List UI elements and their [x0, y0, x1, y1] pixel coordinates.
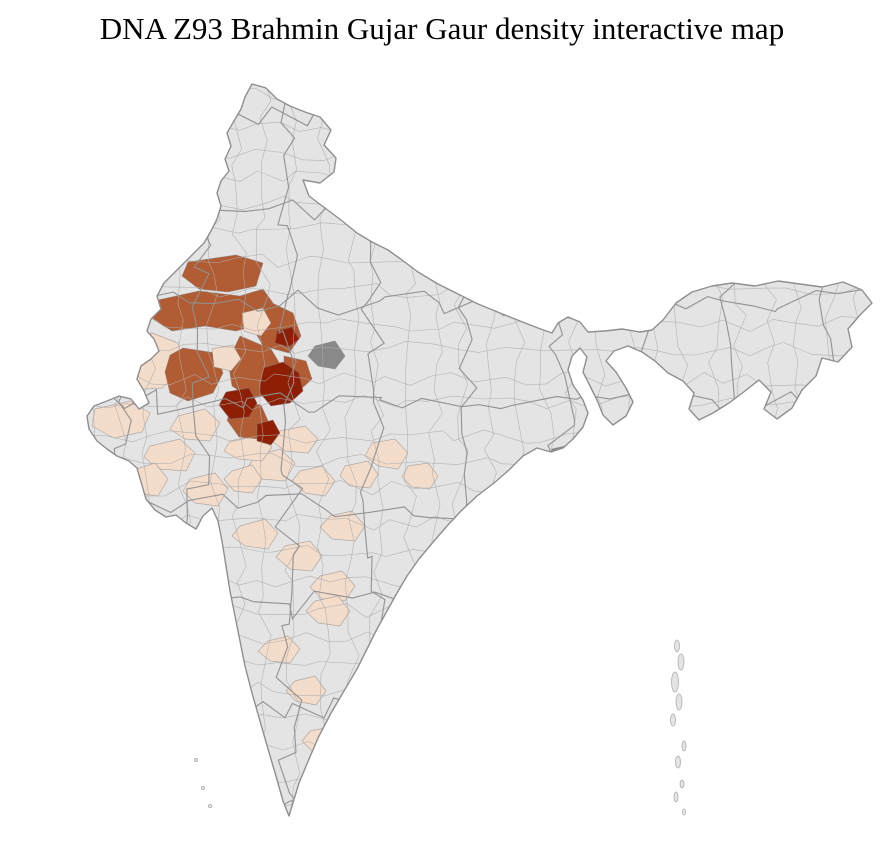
boundary-line: [546, 84, 576, 816]
boundary-line: [87, 371, 872, 387]
boundary-line: [87, 117, 872, 134]
boundary-line: [593, 84, 610, 816]
boundary-line: [636, 84, 665, 816]
boundary-line: [810, 84, 840, 816]
island-district[interactable]: [675, 755, 681, 769]
boundary-line: [316, 84, 332, 816]
india-country-shape[interactable]: [87, 84, 872, 816]
island-district[interactable]: [677, 653, 685, 671]
district-low-12[interactable]: [275, 540, 323, 572]
island-district[interactable]: [200, 786, 205, 791]
boundary-line: [87, 197, 872, 225]
boundary-line: [87, 144, 872, 161]
boundary-line: [732, 84, 749, 816]
boundary-line: [87, 706, 872, 722]
boundary-line: [87, 84, 99, 816]
island-district[interactable]: [671, 671, 679, 693]
district-high-3[interactable]: [256, 419, 281, 446]
page-title: DNA Z93 Brahmin Gujar Gaur density inter…: [99, 11, 785, 46]
boundary-line: [622, 84, 639, 816]
island-district[interactable]: [681, 740, 687, 752]
boundary-line: [87, 540, 872, 557]
district-low-2[interactable]: [91, 400, 151, 439]
boundary-line: [87, 571, 872, 588]
boundary-line: [87, 771, 872, 788]
boundary-line: [87, 219, 872, 237]
boundary-line: [673, 84, 690, 816]
island-district[interactable]: [207, 804, 212, 809]
boundary-line: [87, 340, 872, 357]
district-nodata-2[interactable]: [545, 443, 589, 482]
boundary-line: [87, 106, 872, 133]
boundary-line: [539, 84, 556, 816]
boundary-line: [87, 655, 872, 671]
island-district[interactable]: [682, 808, 686, 816]
island-district[interactable]: [673, 791, 679, 803]
boundary-line: [87, 88, 872, 105]
district-medium-1[interactable]: [181, 254, 264, 293]
island-district[interactable]: [674, 639, 680, 653]
boundary-line: [87, 169, 872, 186]
boundary-line: [790, 84, 806, 816]
island-district[interactable]: [675, 693, 683, 711]
boundary-line: [87, 194, 872, 211]
boundary-line: [564, 84, 580, 816]
boundary-line: [87, 784, 872, 812]
boundary-line: [87, 630, 872, 647]
boundary-line: [714, 84, 744, 816]
boundary-line: [708, 84, 724, 816]
boundary-line: [87, 739, 872, 755]
boundary-line: [87, 681, 872, 699]
district-low-20[interactable]: [339, 460, 379, 489]
district-low-inner-2[interactable]: [211, 344, 242, 372]
boundary-line: [87, 590, 872, 621]
india-outline-border: [86, 83, 873, 817]
boundary-line: [87, 797, 872, 812]
island-district[interactable]: [670, 713, 676, 727]
boundary-line: [87, 315, 872, 332]
district-low-19[interactable]: [223, 464, 263, 494]
island-district[interactable]: [193, 758, 198, 763]
boundary-line: [255, 84, 272, 816]
district-low-3[interactable]: [143, 438, 196, 472]
islands-layer: [193, 639, 687, 816]
boundary-line: [274, 84, 304, 816]
boundary-line: [851, 84, 868, 816]
boundary-line: [762, 84, 779, 816]
island-district[interactable]: [679, 779, 685, 789]
boundary-line: [650, 84, 666, 816]
boundary-line: [87, 603, 872, 620]
boundary-line: [824, 84, 841, 816]
boundary-line: [87, 693, 872, 722]
